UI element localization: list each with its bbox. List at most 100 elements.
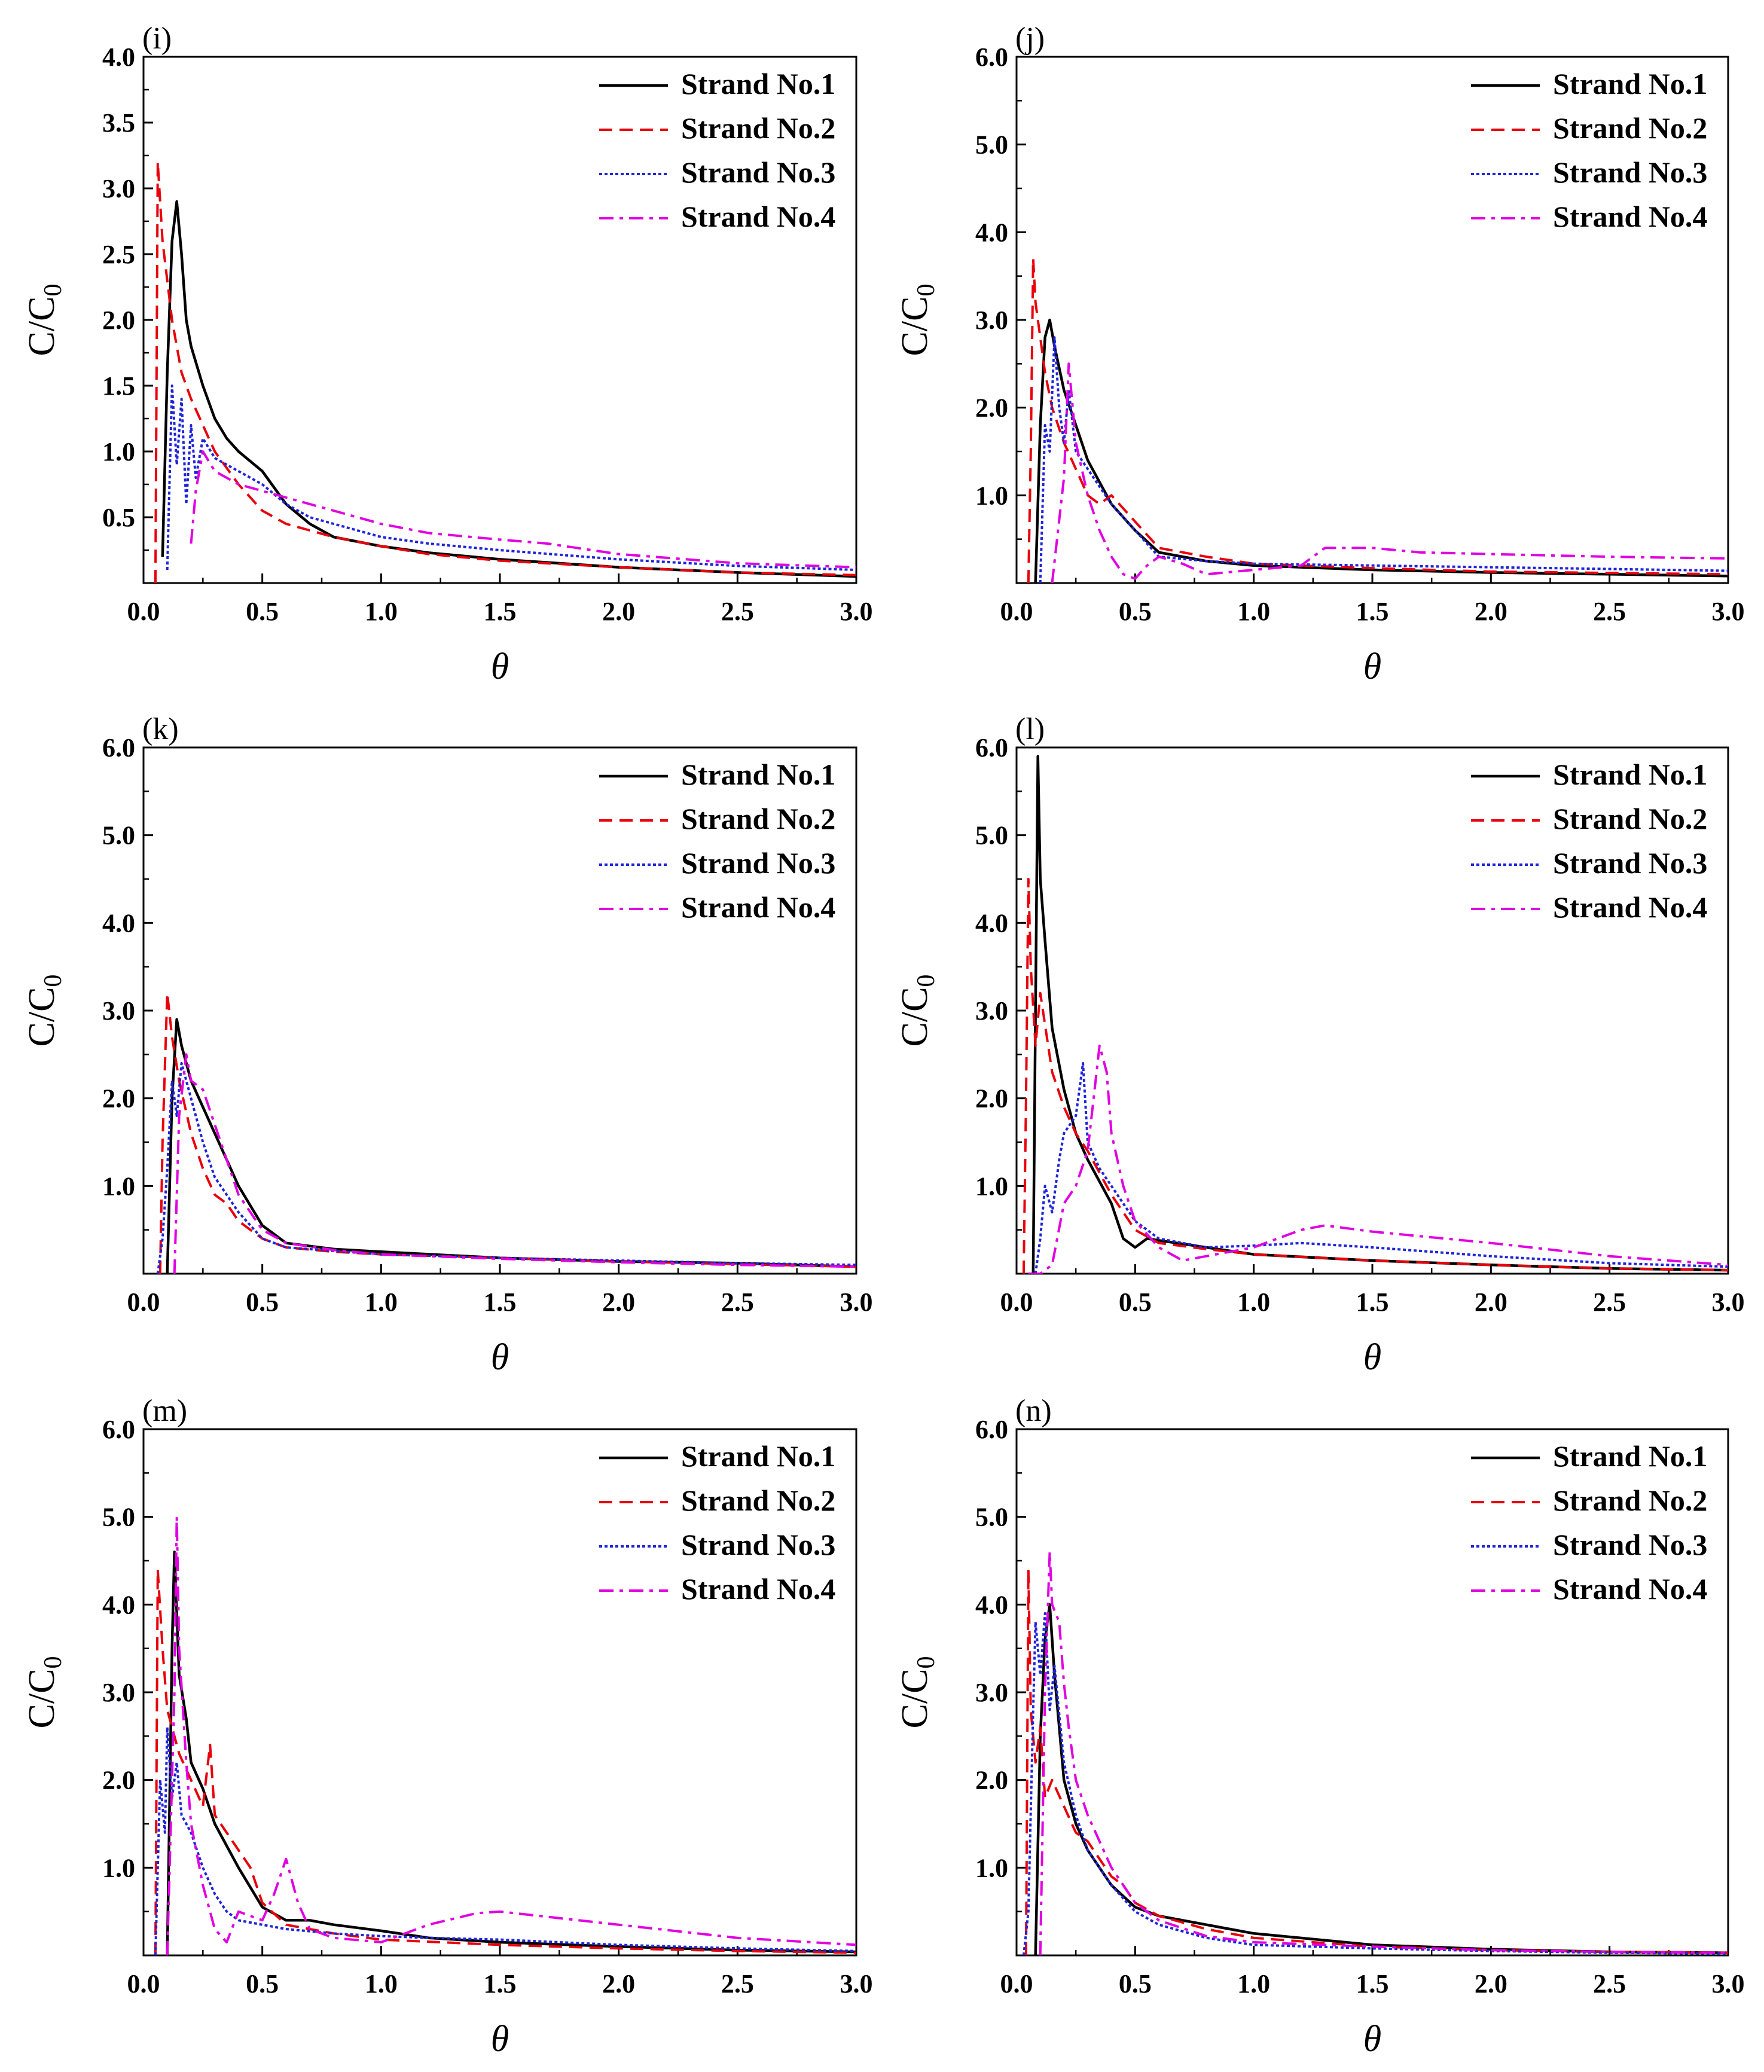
panel-label: (i) bbox=[142, 22, 172, 56]
series-line bbox=[1031, 755, 1728, 1274]
y-tick-label: 2.0 bbox=[102, 1766, 135, 1795]
chart-panel: 0.0 0.5 1.0 1.5 2.0 2.5 3.0 1.0 2.0 3.0 4.0 5.0 6.0(… bbox=[22, 1394, 873, 2059]
series-line bbox=[1034, 1062, 1728, 1274]
x-tick-label: 2.0 bbox=[1475, 1969, 1507, 1998]
series-line bbox=[166, 1515, 856, 1955]
x-tick-label: 3.0 bbox=[1712, 597, 1745, 626]
y-tick-label: 6.0 bbox=[975, 1415, 1008, 1444]
series-line bbox=[161, 200, 856, 578]
series-line bbox=[190, 450, 856, 569]
legend-label: Strand No.2 bbox=[1553, 802, 1707, 835]
y-tick-label: 1.0 bbox=[102, 1853, 135, 1882]
x-axis-title: θ bbox=[491, 1337, 509, 1378]
x-tick-label: 0.5 bbox=[246, 597, 279, 626]
series-line bbox=[1022, 878, 1728, 1274]
legend-label: Strand No.2 bbox=[681, 802, 835, 835]
x-tick-label: 1.5 bbox=[484, 1969, 517, 1998]
y-tick-label: 6.0 bbox=[975, 42, 1008, 72]
x-tick-label: 0.0 bbox=[127, 1969, 160, 1998]
legend-label: Strand No.4 bbox=[1553, 890, 1707, 924]
y-tick-label: 3.5 bbox=[102, 108, 135, 138]
x-tick-label: 3.0 bbox=[1712, 1287, 1745, 1317]
y-tick-label: 6.0 bbox=[102, 1415, 135, 1444]
x-tick-label: 0.5 bbox=[1119, 1969, 1152, 1998]
x-tick-label: 3.0 bbox=[840, 597, 873, 626]
x-tick-label: 2.0 bbox=[602, 1287, 635, 1317]
legend-label: Strand No.1 bbox=[681, 1439, 835, 1473]
x-tick-label: 0.0 bbox=[1000, 1287, 1033, 1317]
x-tick-label: 1.5 bbox=[484, 597, 517, 626]
legend-label: Strand No.2 bbox=[681, 1484, 835, 1517]
y-tick-label: 2.0 bbox=[975, 393, 1008, 423]
y-tick-label: 6.0 bbox=[102, 733, 135, 762]
y-tick-label: 5.0 bbox=[102, 1503, 135, 1532]
x-tick-label: 1.0 bbox=[365, 597, 398, 626]
y-tick-label: 3.0 bbox=[102, 174, 135, 203]
x-tick-label: 1.0 bbox=[365, 1287, 398, 1317]
panel-label: (l) bbox=[1015, 712, 1045, 746]
y-tick-label: 4.0 bbox=[102, 42, 135, 72]
y-tick-label: 1.0 bbox=[102, 1171, 135, 1201]
series-line bbox=[1051, 362, 1728, 583]
x-tick-label: 1.5 bbox=[1356, 597, 1389, 626]
panel-label: (m) bbox=[142, 1394, 187, 1428]
x-tick-label: 3.0 bbox=[1712, 1969, 1745, 1998]
y-axis-title: C/C0 bbox=[895, 1656, 940, 1729]
y-axis-title: C/C0 bbox=[895, 284, 940, 356]
chart-panel: 0.0 0.5 1.0 1.5 2.0 2.5 3.0 1.0 2.0 3.0 4.0 5.0 6.0(… bbox=[895, 22, 1745, 687]
legend-label: Strand No.1 bbox=[1553, 1439, 1707, 1473]
series-line bbox=[158, 991, 856, 1274]
x-axis-title: θ bbox=[1363, 2019, 1381, 2059]
x-axis-title: θ bbox=[491, 2019, 509, 2059]
panel-label: (j) bbox=[1015, 22, 1045, 56]
y-tick-label: 2.0 bbox=[975, 1766, 1008, 1795]
y-axis-title: C/C0 bbox=[22, 975, 67, 1047]
y-axis-title: C/C0 bbox=[895, 975, 940, 1047]
y-tick-label: 3.0 bbox=[975, 996, 1008, 1026]
x-tick-label: 3.0 bbox=[840, 1287, 873, 1317]
y-tick-label: 3.0 bbox=[102, 1678, 135, 1707]
x-tick-label: 1.0 bbox=[1237, 1969, 1270, 1998]
y-axis-title: C/C0 bbox=[22, 1656, 67, 1729]
series-line bbox=[1034, 1603, 1728, 1955]
x-tick-label: 2.0 bbox=[1475, 597, 1507, 626]
legend-label: Strand No.3 bbox=[1553, 846, 1707, 880]
legend-label: Strand No.1 bbox=[1553, 758, 1707, 791]
y-tick-label: 1.5 bbox=[102, 371, 135, 401]
series-line bbox=[154, 1726, 856, 1955]
legend-label: Strand No.4 bbox=[681, 890, 835, 924]
y-tick-label: 5.0 bbox=[975, 821, 1008, 850]
chart-panel: 0.0 0.5 1.0 1.5 2.0 2.5 3.0 1.0 2.0 3.0 4.0 5.0 6.0(… bbox=[895, 1394, 1745, 2059]
x-tick-label: 1.5 bbox=[1356, 1287, 1389, 1317]
x-axis-title: θ bbox=[491, 646, 509, 687]
series-line bbox=[1027, 257, 1728, 583]
y-tick-label: 5.0 bbox=[102, 821, 135, 850]
chart-panel: 0.0 0.5 1.0 1.5 2.0 2.5 3.0 1.0 2.0 3.0 4.0 5.0 6.0(… bbox=[22, 712, 873, 1378]
y-tick-label: 1.0 bbox=[975, 1171, 1008, 1201]
legend-label: Strand No.4 bbox=[681, 200, 835, 233]
x-tick-label: 0.0 bbox=[1000, 1969, 1033, 1998]
x-tick-label: 1.5 bbox=[484, 1287, 517, 1317]
series-line bbox=[156, 1062, 856, 1274]
x-tick-label: 0.0 bbox=[127, 1287, 160, 1317]
x-tick-label: 2.0 bbox=[1475, 1287, 1507, 1317]
series-line bbox=[1024, 1568, 1728, 1955]
legend-label: Strand No.3 bbox=[681, 155, 835, 189]
series-line bbox=[1039, 336, 1728, 583]
x-tick-label: 2.5 bbox=[721, 597, 754, 626]
x-tick-label: 0.0 bbox=[1000, 597, 1033, 626]
y-tick-label: 3.0 bbox=[975, 1678, 1008, 1707]
x-axis-title: θ bbox=[1363, 1337, 1381, 1378]
y-tick-label: 5.0 bbox=[975, 1503, 1008, 1532]
x-tick-label: 0.5 bbox=[1119, 1287, 1152, 1317]
series-line bbox=[166, 385, 856, 571]
series-line bbox=[1028, 1044, 1728, 1274]
x-tick-label: 2.5 bbox=[1593, 1969, 1626, 1998]
chart-panel: 0.0 0.5 1.0 1.5 2.0 2.5 3.0 0.5 1.0 1.5 2.0 2.5 3.0 3… bbox=[22, 22, 873, 687]
x-tick-label: 3.0 bbox=[840, 1969, 873, 1998]
y-tick-label: 6.0 bbox=[975, 733, 1008, 762]
y-tick-label: 1.0 bbox=[975, 481, 1008, 510]
y-tick-label: 1.0 bbox=[102, 437, 135, 466]
x-tick-label: 1.5 bbox=[1356, 1969, 1389, 1998]
y-tick-label: 2.0 bbox=[102, 1084, 135, 1113]
